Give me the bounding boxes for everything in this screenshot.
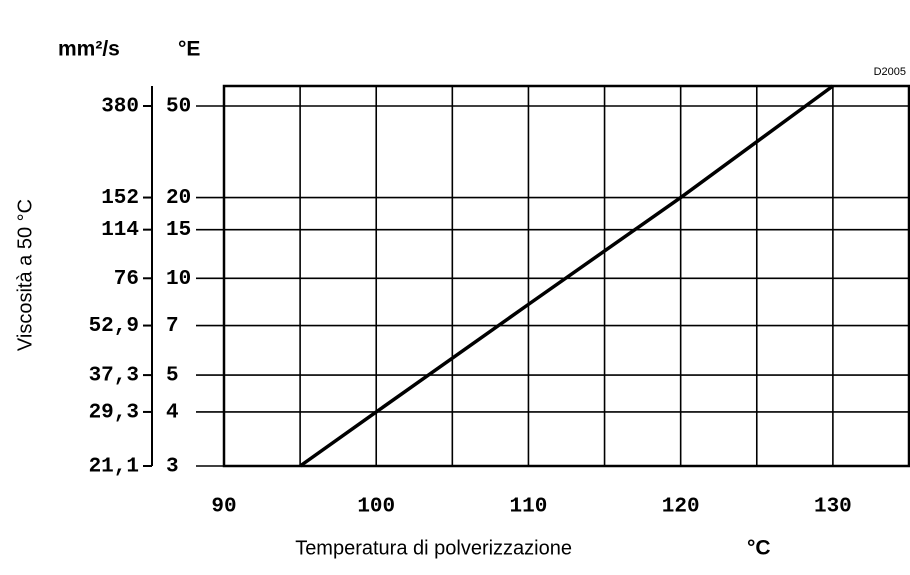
y-tick-label: 3 [166,456,179,479]
y2-tick-label: 76 [114,268,139,291]
y-tick-label: 7 [166,315,179,338]
x-tick-label: 100 [357,496,395,519]
x-tick-label: 130 [814,496,852,519]
x-axis-label: Temperatura di polverizzazione [295,537,572,559]
y2-unit-label: °E [178,38,200,61]
y2-tick-label: 29,3 [89,401,139,424]
y2-tick-label: 380 [101,96,139,119]
y-tick-label: 10 [166,268,191,291]
y-tick-label: 5 [166,365,179,388]
x-tick-label: 120 [662,496,700,519]
plot-frame [222,84,910,468]
y-unit-label: mm²/s [58,38,120,61]
x-tick-label: 90 [211,496,236,519]
y2-tick-label: 37,3 [89,365,139,388]
y-tick-label: 50 [166,96,191,119]
y2-tick-label: 152 [101,187,139,210]
annotation: D2005 [874,66,906,78]
y-tick-label: 4 [166,401,179,424]
y-axis-label: Viscosità a 50 °C [14,199,36,351]
y2-tick-label: 52,9 [89,315,139,338]
y2-tick-label: 114 [101,219,139,242]
y-tick-label: 20 [166,187,191,210]
line [299,84,834,468]
x-axis-unit: °C [747,537,771,560]
y-tick-label: 15 [166,219,191,242]
x-tick-label: 110 [510,496,548,519]
y2-tick-label: 21,1 [89,456,139,479]
